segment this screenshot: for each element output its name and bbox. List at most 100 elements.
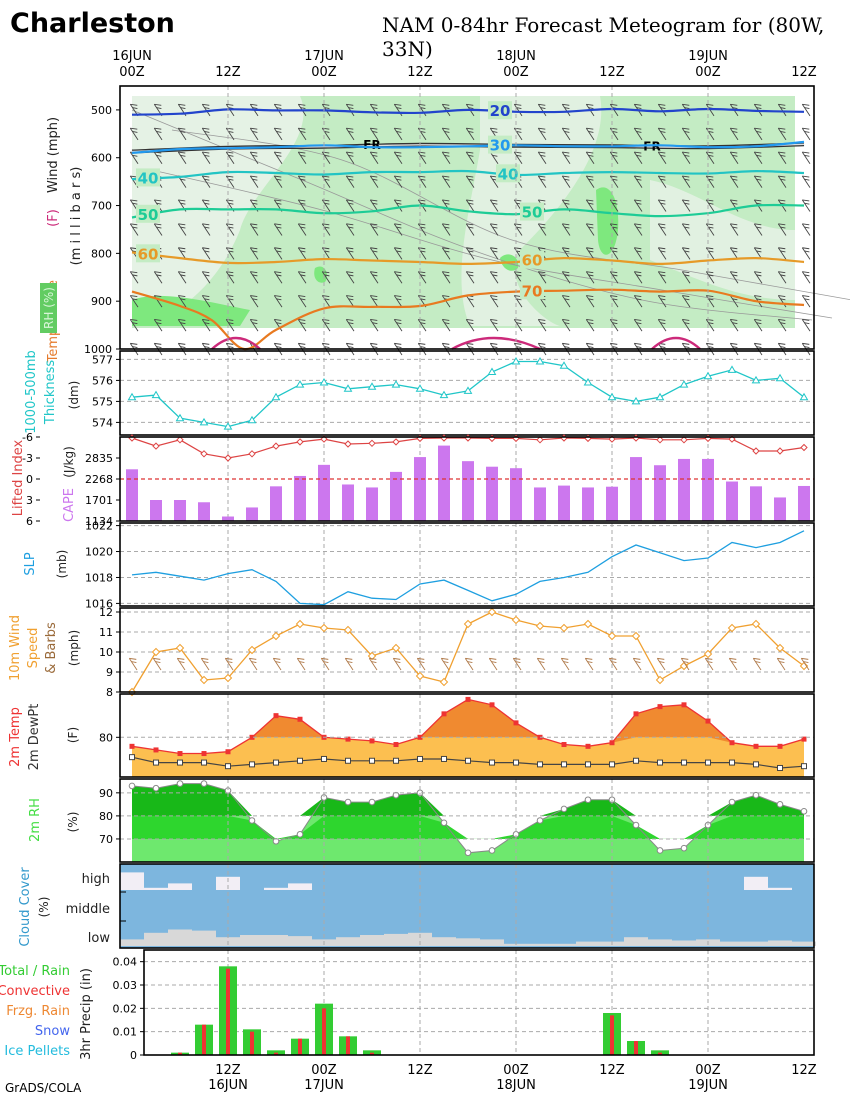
wind-barb [801, 104, 811, 117]
wind-barb [633, 295, 643, 308]
cloud-low-bar [144, 932, 168, 946]
thickness-point [679, 380, 689, 388]
rh2m-point [248, 817, 256, 824]
wind-barb-flag [706, 103, 714, 106]
precip-ytick-label: 0.03 [113, 979, 138, 992]
wind-barb-flag [682, 342, 690, 345]
wind-barb [177, 151, 187, 164]
wind-barb-flag [684, 274, 690, 277]
wind-barb [201, 127, 211, 141]
wind-barb-flag [346, 127, 354, 130]
wind-barb [729, 319, 739, 332]
cape-bar [366, 487, 378, 521]
wind10m-barb-flag [491, 661, 497, 664]
wind-barb [345, 127, 355, 141]
wind-barb [585, 151, 595, 164]
wind-barb [417, 223, 427, 236]
wind-barb [465, 295, 475, 308]
wind-barb-flag [372, 202, 378, 205]
wind-barb-flag [634, 271, 642, 274]
wind10m-barb-flag [251, 661, 257, 664]
wind-barb-flag [732, 346, 738, 349]
wind-barb-flag [684, 178, 690, 181]
cape-ytick-label: 2268 [85, 473, 113, 486]
slp-ytick-label: 1016 [85, 597, 113, 610]
wind-barb-flag [778, 342, 786, 345]
wind-barb-flag [492, 154, 498, 157]
wind-barb [753, 127, 763, 141]
wind-barb-flag [202, 151, 210, 154]
wind-barb [345, 247, 355, 260]
wind-barb [657, 175, 667, 188]
wind-barb [393, 151, 403, 164]
rh2m-ytick-label: 70 [99, 833, 113, 846]
rh2m-point [752, 791, 760, 799]
wind-barb-flag [348, 250, 354, 253]
wind-barb [273, 271, 283, 284]
cloud-low-bar [624, 937, 648, 946]
wind-barb-flag [802, 319, 810, 321]
rh-legend-label: RH (%) [42, 287, 56, 329]
wind-barb-flag [682, 247, 690, 250]
li-ytick-label: -6 [22, 431, 33, 444]
wind-barb [249, 223, 259, 236]
wind-barb-flag [204, 274, 210, 277]
rh2m-point [176, 780, 184, 787]
wind10m-barb-flag [345, 657, 353, 660]
wind-barb-flag [396, 154, 402, 157]
temperature-contour-80 [211, 336, 261, 350]
wind-barb-flag [636, 250, 642, 253]
wind10m-ytick-label: 8 [106, 686, 113, 699]
wind-barb-flag [778, 151, 786, 154]
thickness-point [799, 392, 809, 401]
li-point [464, 434, 472, 442]
wind-barb-flag [756, 322, 762, 325]
wind-barb [657, 151, 667, 164]
wind-barb-flag [396, 130, 402, 133]
wind-barb-flag [708, 226, 714, 229]
wind-barb-flag [466, 319, 474, 321]
wind-barb [657, 271, 667, 284]
dewpt2m-point [537, 761, 543, 768]
wind-barb [177, 247, 187, 260]
li-point [200, 450, 208, 458]
bottom-time-label: 12Z [599, 1063, 625, 1078]
thickness-point [247, 415, 257, 424]
wind-barb-flag [442, 103, 450, 106]
cloud-low-bar [288, 936, 312, 946]
wind-barb-flag [804, 346, 810, 349]
precip-ytick-label: 0.01 [113, 1026, 138, 1039]
temp2m-point [417, 734, 423, 740]
thickness-point [487, 367, 497, 375]
wind-barb-flag [394, 342, 402, 345]
wind-barb [129, 295, 139, 308]
wind-barb-flag [660, 346, 666, 349]
wind-barb [513, 319, 523, 332]
wind-barb-flag [708, 250, 714, 253]
wind-barb-flag [658, 151, 666, 154]
wind-barb-flag [372, 130, 378, 133]
precip-convective-bar [346, 1036, 350, 1055]
wind-barb-flag [660, 130, 666, 133]
wind-barb-flag [372, 346, 378, 349]
wind-barb-flag [276, 202, 282, 205]
wind-barb-flag [636, 154, 642, 157]
wind-barb [465, 199, 475, 212]
wind-barb-flag [514, 103, 522, 106]
wind-barb-flag [132, 202, 138, 205]
wind-barb-flag [178, 271, 186, 274]
wind-barb-flag [586, 319, 594, 321]
thickness-point [175, 413, 185, 422]
precip-snow-label: Snow [35, 1024, 70, 1039]
cape-bar [678, 458, 690, 521]
wind-barb-flag [322, 295, 330, 298]
temp2m-point [273, 713, 279, 719]
cape-ytick-label: 1701 [85, 494, 113, 507]
wind-barb-flag [756, 202, 762, 205]
wind-barb-flag [636, 322, 642, 325]
wind-barb-flag [394, 271, 402, 274]
li-point [776, 447, 784, 455]
wind-barb [297, 175, 307, 188]
wind-barb [681, 175, 691, 188]
wind-barb-flag [420, 154, 426, 157]
